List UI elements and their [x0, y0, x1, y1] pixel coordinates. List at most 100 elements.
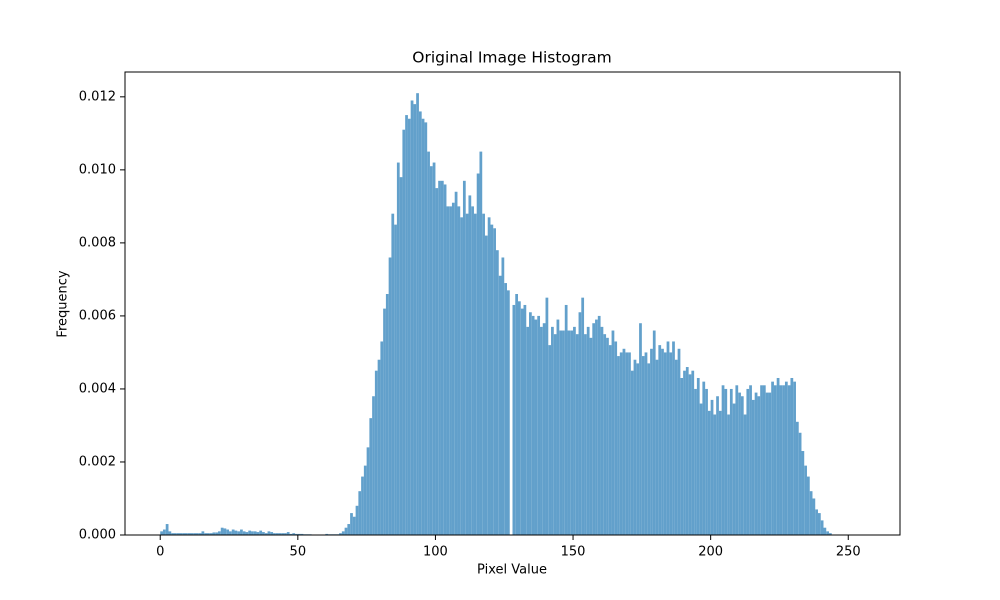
histogram-bar — [207, 533, 210, 535]
histogram-bar — [782, 385, 785, 535]
histogram-bar — [713, 414, 717, 535]
histogram-bar — [350, 513, 353, 535]
histogram-bar — [190, 533, 194, 535]
histogram-bar — [611, 330, 615, 535]
histogram-bar — [223, 528, 227, 535]
histogram-bar — [493, 228, 496, 535]
histogram-bar — [165, 524, 169, 535]
histogram-bar — [625, 352, 629, 535]
histogram-bar — [270, 532, 274, 535]
histogram-bar — [603, 334, 607, 535]
chart-title: Original Image Histogram — [412, 49, 611, 67]
histogram-bar — [622, 348, 626, 535]
histogram-bar — [396, 162, 400, 535]
y-tick-label: 0.010 — [79, 162, 116, 177]
histogram-bar — [641, 356, 645, 535]
histogram-bar — [171, 533, 174, 535]
histogram-bar — [352, 516, 356, 535]
y-tick-label: 0.000 — [79, 528, 116, 543]
histogram-bar — [707, 410, 711, 535]
histogram-bar — [226, 529, 230, 535]
histogram-bar — [231, 529, 235, 535]
histogram-bar — [790, 377, 794, 535]
histogram-bar — [784, 381, 788, 535]
histogram-bar — [410, 100, 414, 535]
histogram-bar — [658, 345, 662, 535]
y-tick-label: 0.006 — [79, 308, 116, 323]
histogram-bar — [542, 323, 546, 535]
histogram-bar — [325, 533, 329, 535]
x-tick-label: 200 — [698, 545, 723, 560]
histogram-bar — [198, 533, 202, 535]
histogram-bar — [256, 532, 260, 535]
histogram-bar — [523, 304, 527, 535]
histogram-bar — [702, 381, 706, 535]
histogram-bar — [457, 206, 461, 535]
histogram-bar — [768, 392, 772, 535]
histogram-bar — [680, 377, 684, 535]
histogram-bar — [162, 529, 166, 535]
histogram-bar — [454, 191, 458, 536]
histogram-bar — [804, 465, 807, 535]
histogram-bar — [204, 533, 208, 535]
histogram-bar — [685, 367, 689, 535]
histogram-bar — [179, 533, 183, 535]
y-tick-label: 0.012 — [79, 89, 116, 104]
histogram-bar — [201, 531, 205, 535]
histogram-bar — [751, 399, 755, 535]
x-tick-label: 0 — [156, 545, 164, 560]
histogram-bar — [394, 224, 397, 535]
histogram-bar — [595, 319, 598, 535]
histogram-bar — [762, 385, 766, 535]
histogram-bar — [273, 533, 276, 535]
histogram-bar — [749, 385, 752, 535]
histogram-bar — [787, 385, 791, 535]
histogram-bar — [413, 104, 417, 535]
histogram-bar — [421, 118, 425, 536]
histogram-bar — [347, 524, 351, 535]
histogram-bar — [677, 348, 681, 535]
histogram-bar — [556, 319, 560, 535]
histogram-bar — [196, 533, 199, 535]
x-tick-label: 50 — [290, 545, 307, 560]
histogram-bar — [573, 326, 576, 535]
histogram-bar — [655, 359, 659, 535]
histogram-bar — [176, 533, 180, 535]
histogram-bar — [795, 421, 799, 535]
y-tick-label: 0.004 — [79, 381, 116, 396]
histogram-bar — [443, 184, 447, 535]
histogram-bar — [275, 533, 279, 535]
histogram-bar — [218, 531, 221, 535]
histogram-bar — [619, 352, 623, 535]
histogram-bar — [262, 532, 265, 535]
histogram-bar — [826, 531, 829, 535]
histogram-bar — [520, 308, 524, 535]
histogram-bar — [738, 392, 741, 535]
histogram-bar — [209, 533, 213, 535]
histogram-bar — [793, 381, 796, 535]
histogram-bar — [567, 330, 571, 535]
histogram-bar — [540, 326, 543, 535]
histogram-bar — [427, 151, 430, 535]
histogram-bar — [416, 93, 419, 536]
histogram-bar — [614, 341, 618, 535]
histogram-bar — [732, 403, 736, 535]
histogram-bar — [267, 531, 271, 535]
histogram-bar — [504, 283, 507, 535]
histogram-bar — [559, 330, 563, 535]
histogram-bar — [537, 315, 541, 535]
histogram-bar — [661, 348, 664, 535]
histogram-bar — [776, 377, 780, 535]
histogram-bar — [531, 315, 535, 535]
histogram-bar — [424, 122, 428, 535]
histogram-bar — [372, 396, 375, 535]
histogram-bar — [553, 334, 557, 535]
histogram-bar — [562, 330, 565, 535]
histogram-bar — [242, 531, 246, 535]
histogram-bar — [173, 533, 177, 535]
histogram-bar — [429, 166, 433, 536]
histogram-bar — [529, 312, 532, 535]
histogram-bar — [669, 352, 673, 535]
histogram-bar — [341, 531, 345, 535]
